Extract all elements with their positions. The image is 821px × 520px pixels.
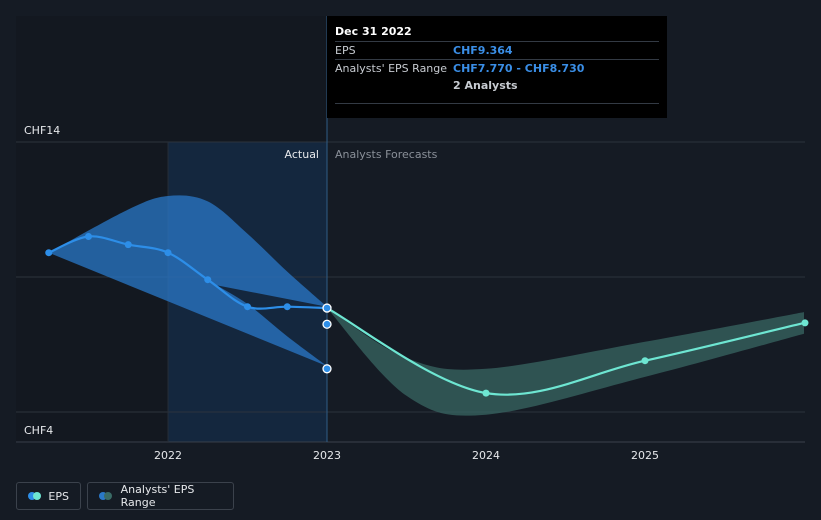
forecast-section-label: Analysts Forecasts <box>335 148 438 161</box>
series-point-1-1 <box>482 389 490 397</box>
x-tick-label-2024: 2024 <box>472 449 500 462</box>
tooltip-eps-value: CHF9.364 <box>453 44 513 57</box>
series-point-0-0 <box>45 249 53 257</box>
actual-eps-range-band <box>48 195 327 367</box>
series-line-1 <box>326 307 805 396</box>
tooltip-analysts-row: 2 Analysts <box>335 77 659 104</box>
x-tick-label-2023: 2023 <box>313 449 341 462</box>
tooltip-date: Dec 31 2022 <box>335 25 412 38</box>
highlight-point-1 <box>322 319 332 329</box>
y-tick-label-top: CHF14 <box>24 124 60 137</box>
highlight-point-2 <box>322 364 332 374</box>
y-tick-label-bottom: CHF4 <box>24 424 53 437</box>
tooltip-range-value: CHF7.770 - CHF8.730 <box>453 62 585 75</box>
legend-range-label: Analysts' EPS Range <box>120 483 195 509</box>
series-point-0-1 <box>85 233 92 240</box>
tooltip-range-row: Analysts' EPS Range CHF7.770 - CHF8.730 <box>335 59 659 77</box>
series-point-0-3 <box>164 249 172 257</box>
range-swatch-icon <box>99 492 112 500</box>
x-tick-label-2022: 2022 <box>154 449 182 462</box>
series-point-1-2 <box>641 357 649 365</box>
data-tooltip: Dec 31 2022 EPS CHF9.364 Analysts' EPS R… <box>327 16 667 118</box>
tooltip-analysts-count: 2 Analysts <box>453 79 518 92</box>
tooltip-range-label: Analysts' EPS Range <box>335 62 448 75</box>
highlight-point-0 <box>322 303 332 313</box>
series-point-0-6 <box>283 303 291 311</box>
legend-eps-button[interactable]: EPS <box>16 482 81 510</box>
x-tick-label-2025: 2025 <box>631 449 659 462</box>
eps-swatch-icon <box>28 492 41 500</box>
series-point-0-5 <box>244 303 251 311</box>
tooltip-eps-label: EPS <box>335 44 356 57</box>
forecast-eps-range-band <box>327 308 804 416</box>
tooltip-eps-row: EPS CHF9.364 <box>335 41 659 59</box>
actual-section-label: Actual <box>285 148 319 161</box>
series-point-0-4 <box>204 276 212 284</box>
legend-range-button[interactable]: Analysts' EPS Range <box>87 482 234 510</box>
series-point-0-2 <box>124 241 132 249</box>
legend-eps-label: EPS <box>48 489 69 503</box>
series-point-1-3 <box>801 319 809 327</box>
